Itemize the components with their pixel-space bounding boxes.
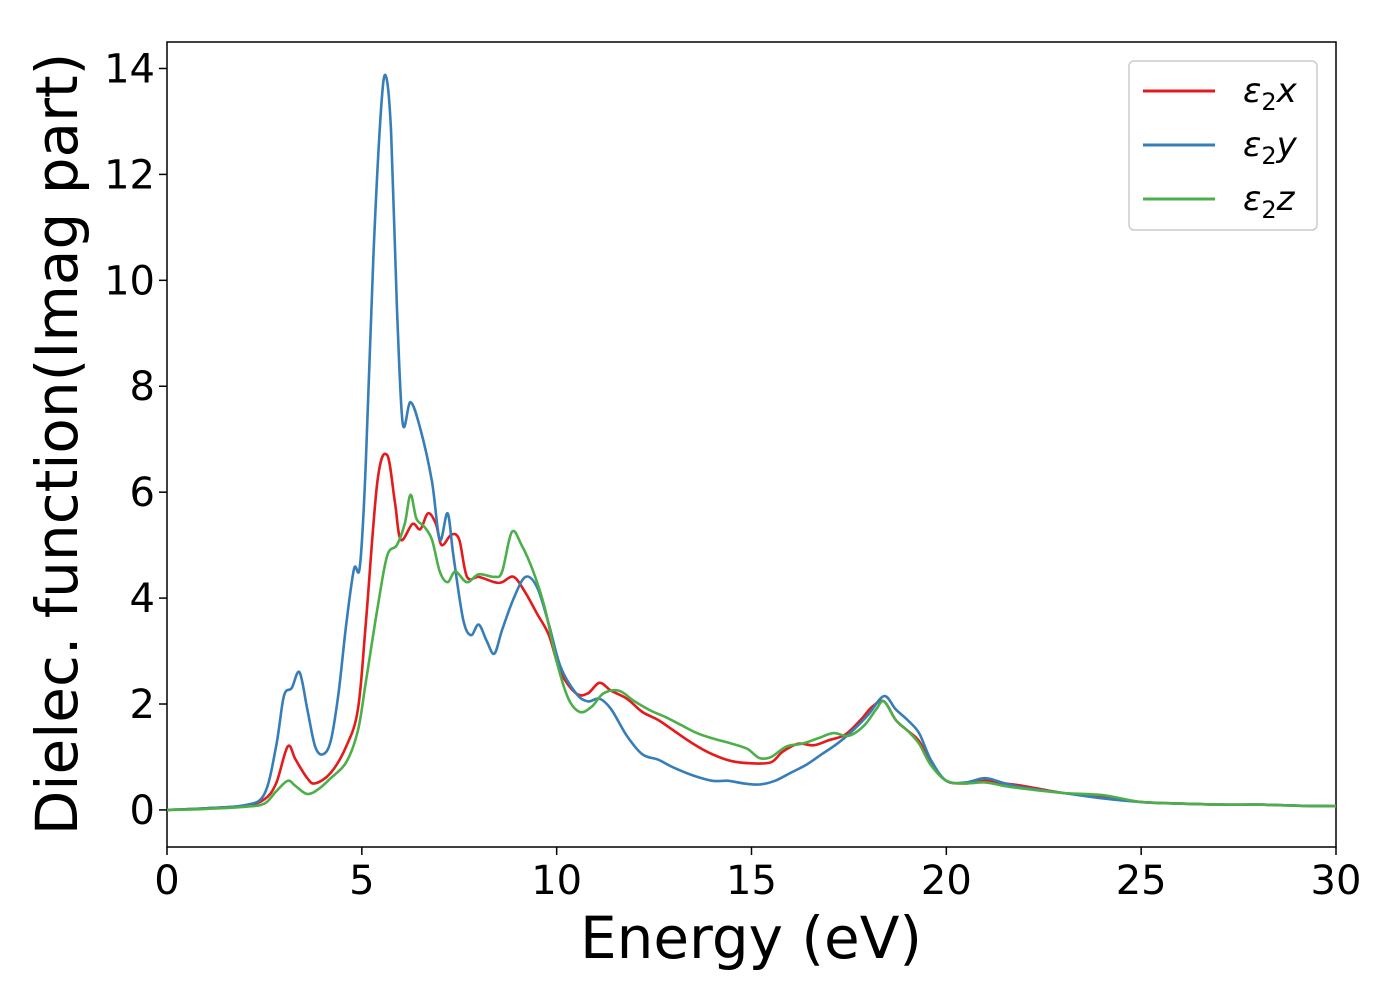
y-tick-label: 4 xyxy=(130,576,155,622)
series-line-z xyxy=(166,493,1337,812)
x-tick-label: 15 xyxy=(726,858,777,904)
legend-label-y: ε2y xyxy=(1243,125,1298,170)
y-axis-title: Dielec. function(Imag part) xyxy=(23,53,91,836)
x-tick-label: 10 xyxy=(531,858,582,904)
x-tick-label: 5 xyxy=(349,858,374,904)
x-tick-label: 20 xyxy=(921,858,972,904)
y-tick-label: 6 xyxy=(130,470,155,516)
legend-label-x: ε2x xyxy=(1243,71,1298,116)
x-tick-label: 0 xyxy=(154,858,179,904)
series-layer xyxy=(166,73,1337,812)
y-tick-label: 2 xyxy=(130,682,155,728)
y-tick-label: 14 xyxy=(104,46,155,92)
y-tick-label: 12 xyxy=(104,152,155,198)
x-axis-title: Energy (eV) xyxy=(580,904,922,972)
ticks-layer: 0 5 10 15 20 25 30 0 2 4 6 8 10 12 14 xyxy=(104,46,1361,904)
legend-label-z: ε2z xyxy=(1243,179,1296,224)
y-tick-label: 0 xyxy=(130,788,155,834)
y-tick-label: 10 xyxy=(104,258,155,304)
legend-box xyxy=(1128,60,1318,231)
legend: ε2x ε2y ε2z xyxy=(1128,60,1318,231)
x-tick-label: 30 xyxy=(1311,858,1362,904)
x-tick-label: 25 xyxy=(1116,858,1167,904)
y-tick-label: 8 xyxy=(130,364,155,410)
